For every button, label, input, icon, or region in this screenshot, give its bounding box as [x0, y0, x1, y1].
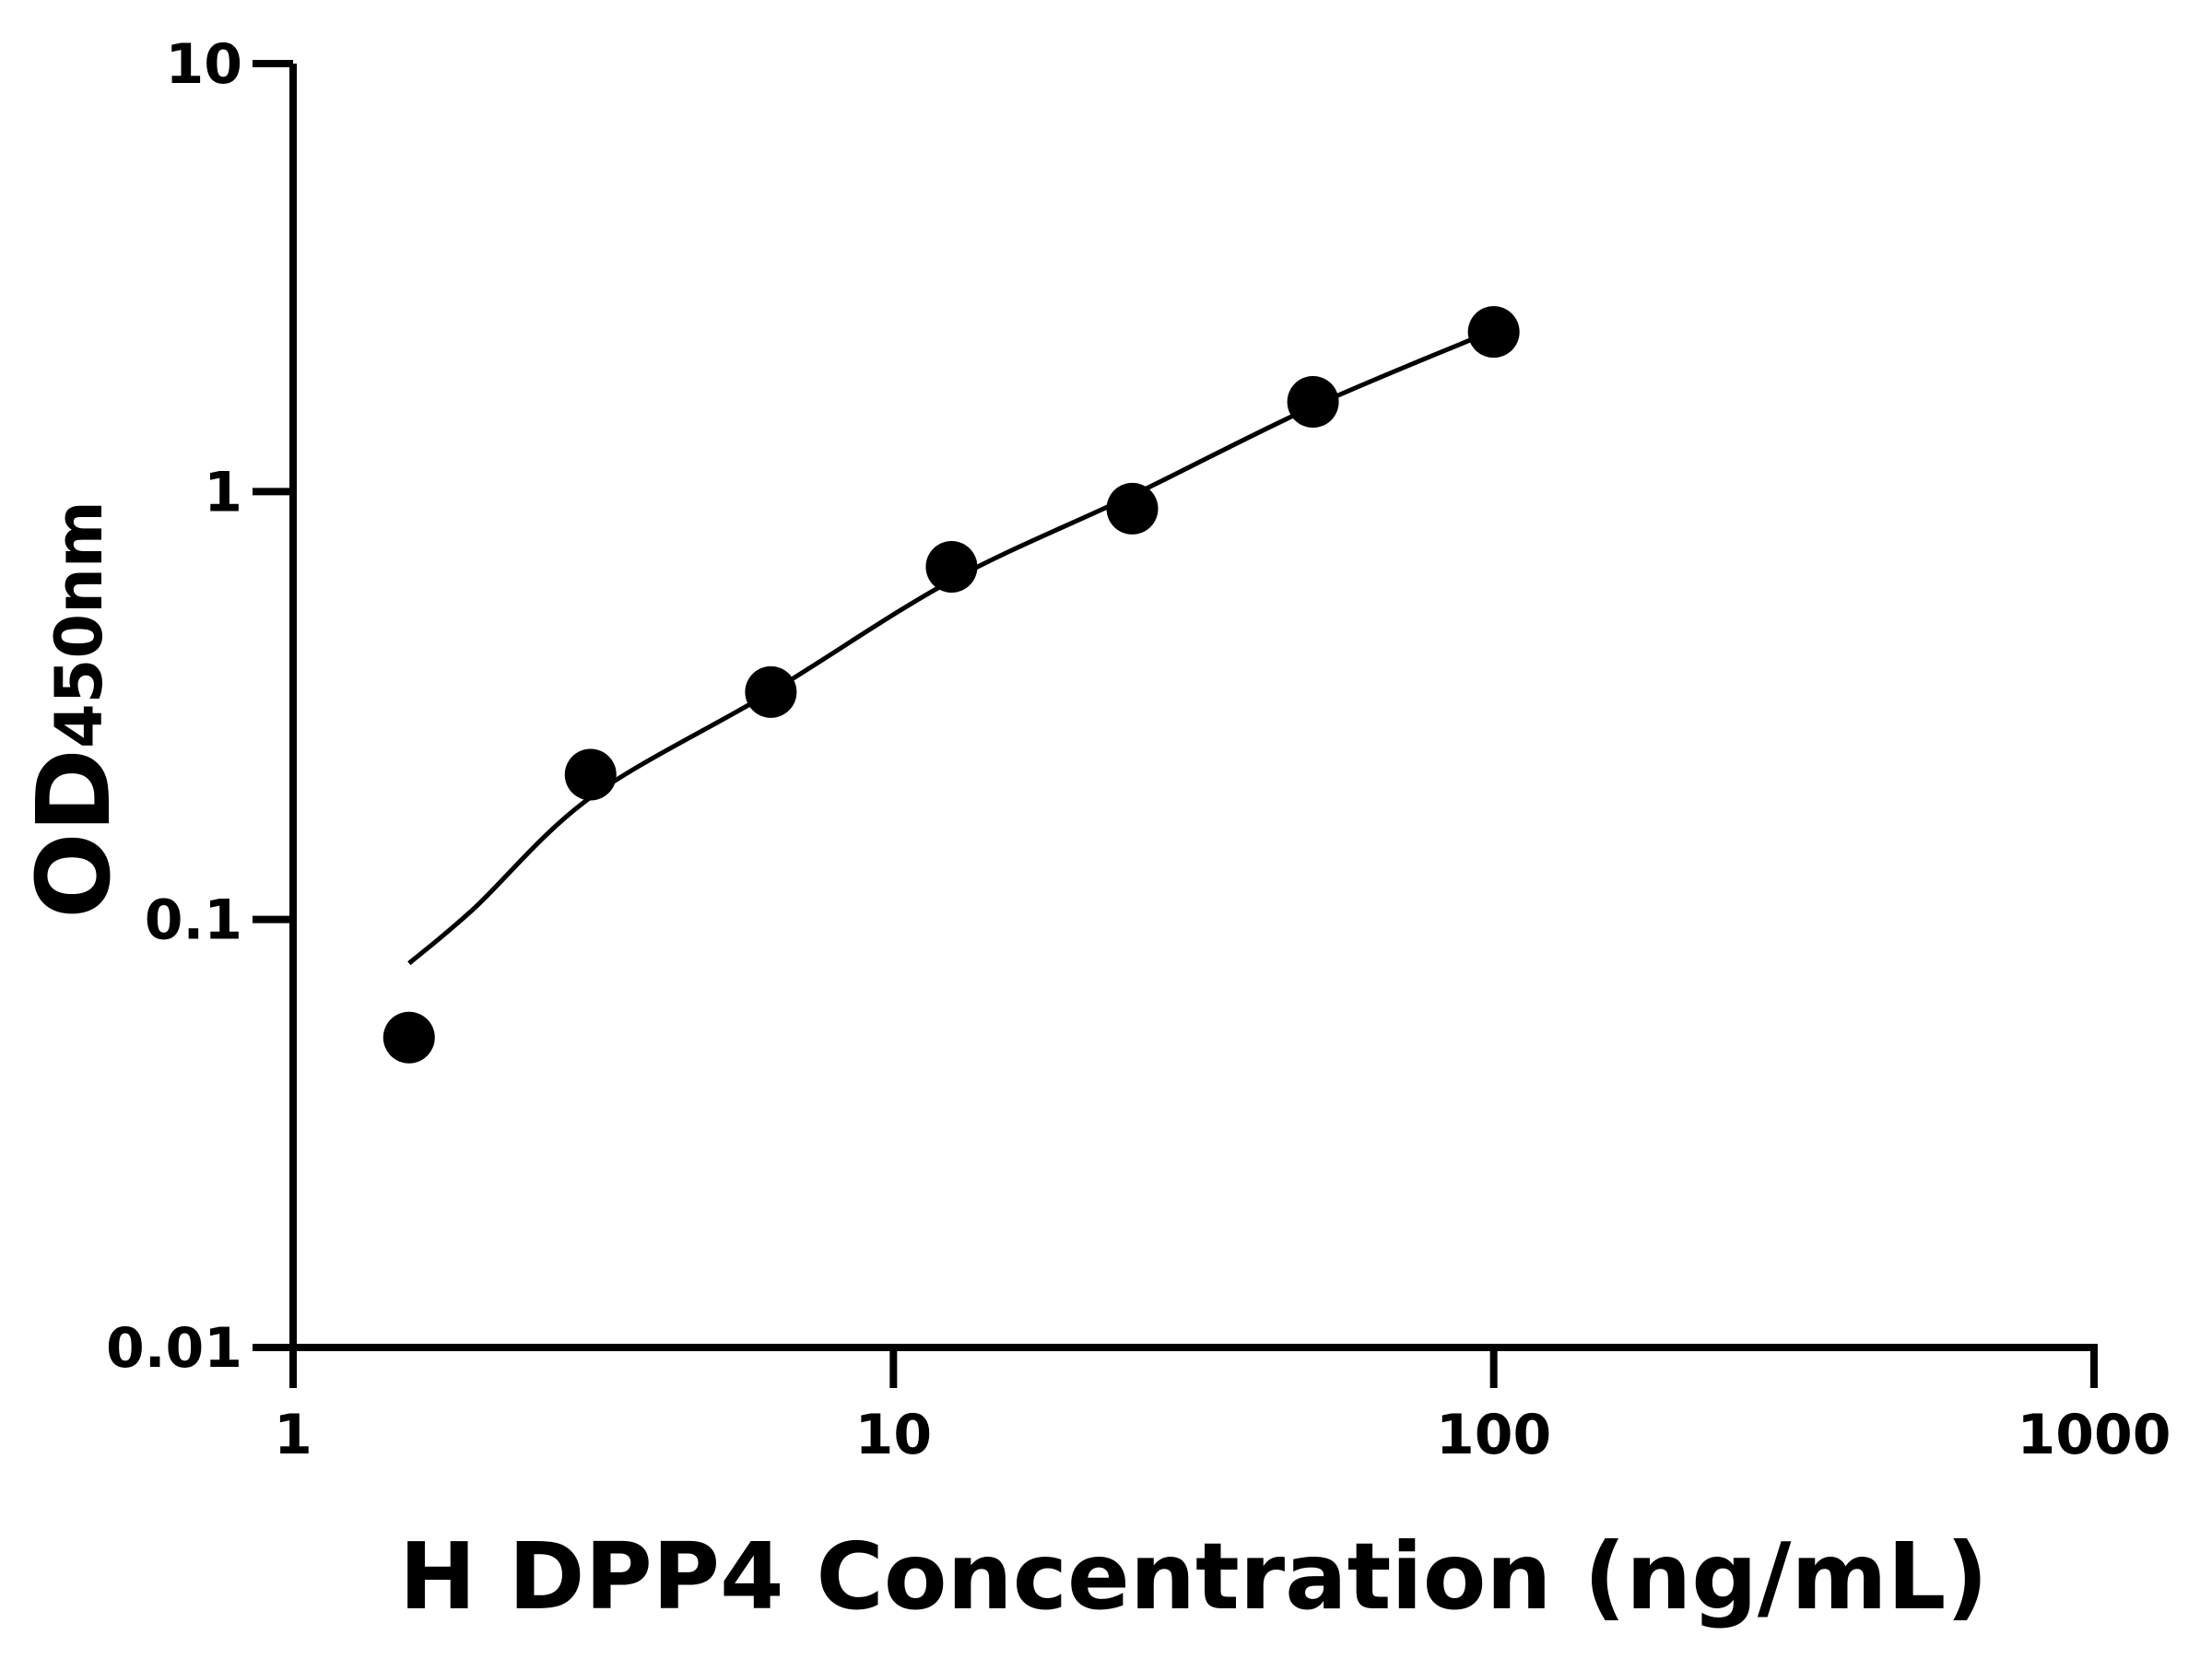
data-points [382, 306, 1520, 1064]
data-point [745, 665, 797, 718]
data-point [564, 748, 617, 801]
x-axis-label: H DPP4 Concentration (ng/mL) [399, 1523, 1988, 1630]
data-point [1287, 376, 1339, 429]
y-tick-label: 0.01 [106, 1316, 242, 1381]
data-point [382, 1011, 435, 1064]
y-axis-label: OD450nm [15, 500, 133, 919]
data-point [1106, 482, 1159, 535]
axes [289, 64, 2098, 1351]
y-axis-label-main: OD [15, 748, 133, 919]
x-tick-label: 100 [1436, 1403, 1551, 1467]
y-axis-label-sub: 450nm [41, 500, 117, 748]
x-tick-label: 1 [274, 1403, 312, 1467]
fit-curve [407, 328, 1495, 966]
data-point [1467, 306, 1520, 359]
ticks: 1 10 100 1000 0.01 0.1 1 10 [106, 32, 2171, 1467]
y-tick-label: 0.1 [145, 888, 242, 953]
data-point [925, 540, 978, 593]
y-tick-label: 10 [166, 32, 243, 97]
x-tick-label: 10 [855, 1403, 933, 1467]
y-tick-label: 1 [204, 460, 242, 524]
x-tick-label: 1000 [2018, 1403, 2171, 1467]
